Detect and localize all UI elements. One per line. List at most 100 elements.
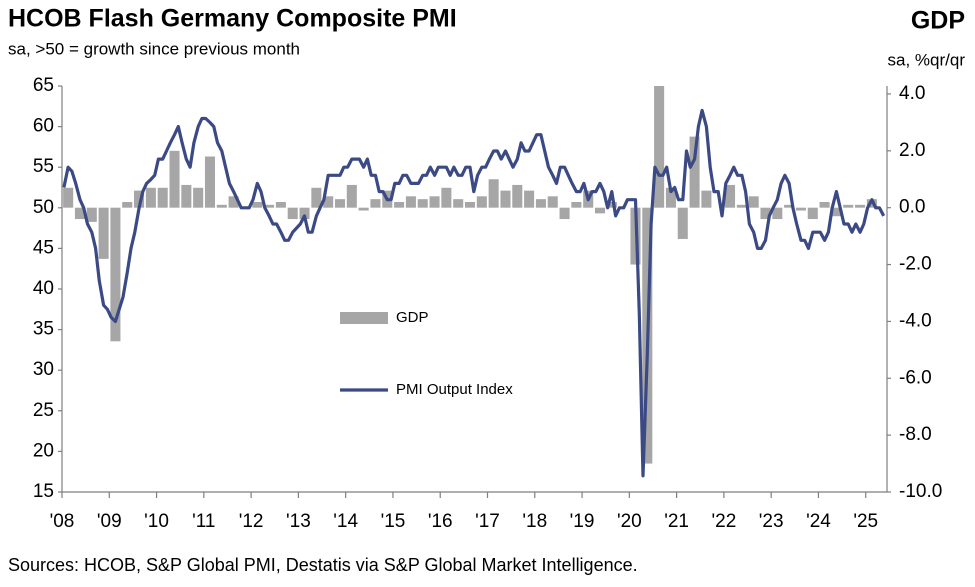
gdp-bar: [63, 187, 74, 208]
gdp-bar: [453, 199, 464, 208]
gdp-bar: [665, 187, 676, 208]
y-tick-label: 45: [33, 237, 54, 258]
y-tick-label: 25: [33, 400, 54, 421]
gdp-bar: [760, 207, 771, 220]
y-tick-label: 20: [33, 440, 54, 461]
y2-tick-label: -2.0: [899, 254, 932, 275]
y-tick-label: 40: [33, 278, 54, 299]
gdp-bar: [264, 204, 275, 208]
gdp-bar: [110, 207, 121, 342]
y2-subtitle: sa, %qr/qr: [888, 50, 966, 69]
source-note: Sources: HCOB, S&P Global PMI, Destatis …: [8, 555, 638, 575]
gdp-bar: [784, 204, 795, 208]
gdp-bar: [86, 207, 97, 222]
y-tick-label: 15: [33, 481, 54, 502]
gdp-bar: [476, 196, 487, 208]
gdp-bar: [725, 184, 736, 208]
pmi-line: [62, 108, 886, 478]
gdp-bar: [157, 187, 168, 208]
legend-label: PMI Output Index: [396, 381, 513, 398]
gdp-bar: [228, 196, 239, 208]
gdp-bar: [701, 190, 712, 208]
gdp-bar: [299, 207, 310, 220]
y2-tick-label: 4.0: [899, 83, 925, 104]
x-tick-label: '08: [50, 511, 75, 532]
y-tick-label: 35: [33, 319, 54, 340]
x-tick-label: '17: [475, 511, 500, 532]
y2-tick-label: -6.0: [899, 367, 932, 388]
y-tick-label: 55: [33, 156, 54, 177]
gdp-bar: [488, 179, 499, 208]
gdp-bar: [831, 207, 842, 217]
gdp-bar: [807, 207, 818, 220]
x-tick-label: '18: [522, 511, 547, 532]
gdp-bar: [334, 199, 346, 208]
gdp-bar: [394, 202, 405, 208]
plot-area: [62, 86, 886, 478]
gdp-bar: [795, 207, 806, 211]
y-tick-label: 30: [33, 359, 54, 380]
x-tick-label: '12: [239, 511, 264, 532]
gdp-bar: [216, 204, 227, 208]
gdp-bar: [524, 190, 535, 208]
gdp-bar: [252, 202, 263, 208]
chart-subtitle: sa, >50 = growth since previous month: [8, 39, 300, 58]
gdp-bar: [370, 199, 381, 208]
x-tick-label: '24: [806, 511, 831, 532]
legend-swatch: [340, 312, 388, 324]
x-tick-label: '25: [853, 511, 878, 532]
y2-tick-label: -8.0: [899, 424, 932, 445]
gdp-bar: [512, 184, 523, 208]
gdp-bar: [594, 207, 606, 214]
gdp-bar: [429, 196, 440, 208]
gdp-bar: [654, 86, 665, 208]
gdp-bar: [819, 202, 830, 208]
gdp-bar: [358, 207, 369, 211]
gdp-bar: [181, 184, 192, 208]
y-tick-label: 65: [33, 75, 54, 96]
x-tick-label: '15: [381, 511, 406, 532]
gdp-bar: [547, 196, 558, 208]
x-tick-label: '14: [333, 511, 358, 532]
gdp-bar: [559, 207, 570, 220]
y2-title: GDP: [911, 7, 965, 35]
x-tick-label: '22: [712, 511, 737, 532]
gdp-bar: [193, 187, 204, 208]
gdp-bar: [311, 187, 322, 208]
x-tick-label: '10: [144, 511, 169, 532]
y2-tick-label: 0.0: [899, 197, 925, 218]
gdp-bar: [169, 150, 180, 208]
gdp-bar: [323, 196, 334, 208]
gdp-bar: [287, 207, 298, 220]
gdp-bar: [464, 202, 476, 208]
gdp-bar: [748, 196, 759, 208]
y2-tick-label: -4.0: [899, 310, 932, 331]
y2-tick-label: -10.0: [899, 481, 942, 502]
gdp-bar: [535, 199, 546, 208]
gdp-bar: [204, 156, 216, 208]
gdp-bar: [500, 190, 511, 208]
y2-tick-label: 2.0: [899, 140, 925, 161]
gdp-bar: [441, 187, 452, 208]
gdp-bar: [275, 202, 286, 208]
x-tick-label: '21: [664, 511, 689, 532]
gdp-bar: [98, 207, 109, 259]
y-tick-label: 60: [33, 116, 54, 137]
gdp-bar: [134, 190, 145, 208]
x-tick-label: '11: [192, 511, 215, 532]
gdp-bar: [122, 202, 133, 208]
gdp-bar: [866, 199, 877, 208]
gdp-bar: [74, 207, 85, 220]
y-tick-label: 50: [33, 197, 54, 218]
x-tick-label: '13: [286, 511, 311, 532]
legend-label: GDP: [396, 309, 429, 326]
gdp-bar: [571, 202, 582, 208]
gdp-bar: [677, 207, 688, 239]
gdp-bar: [346, 184, 357, 208]
gdp-bar: [772, 207, 783, 220]
gdp-bar: [145, 187, 156, 208]
gdp-bar: [405, 196, 416, 208]
x-tick-label: '09: [97, 511, 122, 532]
x-tick-label: '23: [759, 511, 784, 532]
